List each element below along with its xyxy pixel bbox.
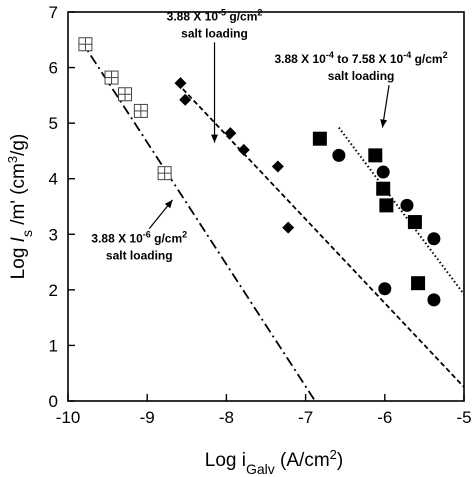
fit-line-dotted <box>338 126 465 295</box>
point-square-0 <box>312 131 327 146</box>
fit-lines-layer <box>79 38 465 402</box>
point-crossed-square-4 <box>157 166 172 181</box>
annotation-2-arrow-head <box>164 199 173 209</box>
y-tick-label-0: 0 <box>49 392 58 411</box>
annotation-1-line-0: 3.88 X 10-4 to 7.58 X 10-4 g/cm2 <box>274 50 447 66</box>
annotation-0-arrow-head <box>211 134 219 143</box>
point-circle-5 <box>427 293 441 307</box>
point-circle-2 <box>378 282 392 296</box>
point-diamond-3 <box>237 143 250 156</box>
fit-line-dashed <box>176 82 465 388</box>
point-diamond-5 <box>282 221 295 234</box>
data-points-layer <box>78 37 441 307</box>
point-circle-1 <box>376 165 390 179</box>
x-tick-label-4: -6 <box>377 408 392 427</box>
ticks-layer: -10 -9 -8 -7 -6 -5 0 1 2 3 4 5 6 7 <box>49 3 472 427</box>
point-square-2 <box>376 181 391 196</box>
point-circle-0 <box>332 148 346 162</box>
point-diamond-1 <box>179 93 192 106</box>
x-tick-label-3: -7 <box>298 408 313 427</box>
annotation-2: 3.88 X 10-6 g/cm2 salt loading <box>91 199 187 263</box>
annotation-0-line-0: 3.88 X 10-5 g/cm2 <box>167 7 263 23</box>
point-square-4 <box>407 215 422 230</box>
x-tick-label-5: -5 <box>456 408 471 427</box>
x-tick-label-1: -9 <box>140 408 155 427</box>
y-tick-label-1: 1 <box>49 336 58 355</box>
point-diamond-2 <box>224 127 237 140</box>
y-tick-label-3: 3 <box>49 225 58 244</box>
point-square-3 <box>379 198 394 213</box>
point-diamond-0 <box>174 77 187 90</box>
point-square-5 <box>411 276 426 291</box>
point-circle-3 <box>400 198 414 212</box>
y-tick-label-7: 7 <box>49 3 58 22</box>
point-crossed-square-2 <box>118 87 133 102</box>
y-tick-label-6: 6 <box>49 59 58 78</box>
y-tick-label-5: 5 <box>49 114 58 133</box>
annotation-1-line-1: salt loading <box>328 69 395 83</box>
plot-frame <box>67 11 465 402</box>
point-square-1 <box>368 148 383 163</box>
x-tick-label-0: -10 <box>56 408 81 427</box>
y-tick-label-4: 4 <box>49 170 58 189</box>
y-tick-label-2: 2 <box>49 281 58 300</box>
point-diamond-4 <box>271 160 284 173</box>
x-axis-label: Log iGalv (A/cm2) <box>205 447 343 477</box>
annotation-0-line-1: salt loading <box>181 26 248 40</box>
point-crossed-square-1 <box>104 70 119 85</box>
point-crossed-square-0 <box>78 37 93 52</box>
fit-line-dashdot <box>79 38 316 402</box>
annotation-2-line-0: 3.88 X 10-6 g/cm2 <box>91 230 187 246</box>
annotation-0: 3.88 X 10-5 g/cm2 salt loading <box>167 7 263 143</box>
x-tick-label-2: -8 <box>219 408 234 427</box>
annotation-1: 3.88 X 10-4 to 7.58 X 10-4 g/cm2 salt loa… <box>274 50 448 128</box>
point-circle-4 <box>427 232 441 246</box>
point-crossed-square-3 <box>133 103 148 118</box>
y-axis-label: Log Is /m' (cm3/g) <box>5 134 36 280</box>
annotation-1-arrow-head <box>380 119 388 128</box>
annotation-2-line-1: salt loading <box>106 249 173 263</box>
